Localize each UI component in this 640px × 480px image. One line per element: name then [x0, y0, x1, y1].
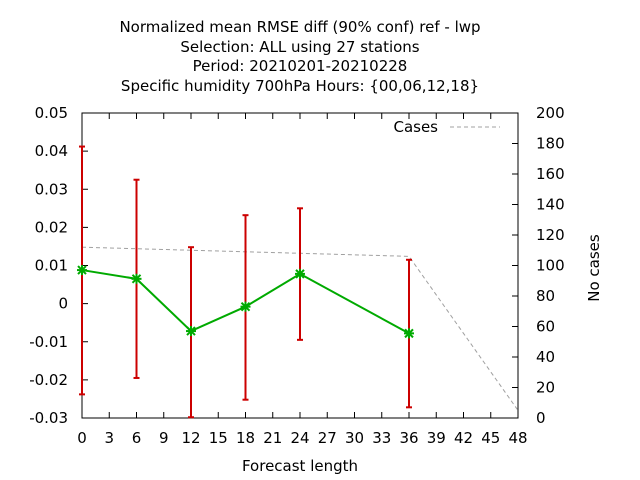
data-point-marker: [404, 328, 414, 339]
legend: Cases: [393, 118, 500, 136]
x-tick-label: 30: [345, 429, 364, 447]
y-tick-label: -0.01: [29, 333, 68, 351]
y-tick-label: -0.02: [29, 371, 68, 389]
y-axis: -0.03 -0.02 -0.01 0 0.01 0.02 0.03 0.04 0.05: [29, 104, 88, 427]
y2-tick-label: 180: [536, 135, 565, 153]
title-line-4: Specific humidity 700hPa Hours: {00,06,1…: [121, 77, 479, 95]
y2-tick-label: 60: [536, 318, 555, 336]
y2-tick-label: 200: [536, 104, 565, 122]
x-tick-label: 36: [399, 429, 418, 447]
x-axis: 0 3 6 9 12 15 18 21 24 27 30 33 36 39 42 45 48: [77, 113, 528, 447]
y2-tick-label: 0: [536, 409, 546, 427]
cases-line: [81, 246, 519, 411]
title-line-2: Selection: ALL using 27 stations: [180, 38, 419, 56]
data-point-marker: [295, 268, 305, 279]
rmse-diff-line: [81, 269, 410, 335]
x-tick-label: 42: [454, 429, 473, 447]
chart-title: Normalized mean RMSE diff (90% conf) ref…: [119, 18, 480, 95]
y2-tick-label: 80: [536, 287, 555, 305]
x-tick-label: 21: [263, 429, 282, 447]
series-layer: [77, 145, 519, 419]
data-point-marker: [240, 301, 251, 312]
y-tick-label: 0.04: [35, 142, 68, 160]
x-tick-label: 33: [372, 429, 391, 447]
x-tick-label: 24: [290, 429, 309, 447]
x-tick-label: 6: [132, 429, 142, 447]
y-tick-label: -0.03: [29, 409, 68, 427]
y2-axis-label: No cases: [585, 234, 603, 302]
y-tick-label: 0.05: [35, 104, 68, 122]
y2-tick-label: 20: [536, 379, 555, 397]
data-point-marker: [186, 326, 196, 337]
y2-tick-label: 160: [536, 165, 565, 183]
y-tick-label: 0: [58, 295, 68, 313]
x-tick-label: 0: [77, 429, 87, 447]
y2-tick-label: 140: [536, 196, 565, 214]
title-line-1: Normalized mean RMSE diff (90% conf) ref…: [119, 18, 480, 36]
x-tick-label: 15: [209, 429, 228, 447]
data-point-marker: [131, 273, 142, 284]
title-line-3: Period: 20210201-20210228: [193, 57, 408, 75]
x-tick-label: 9: [159, 429, 169, 447]
x-tick-label: 18: [236, 429, 255, 447]
y2-tick-label: 120: [536, 226, 565, 244]
y-tick-label: 0.02: [35, 218, 68, 236]
x-tick-label: 48: [508, 429, 527, 447]
y2-axis: 0 20 40 60 80 100 120 140 160 180 200: [512, 104, 565, 427]
y2-tick-label: 40: [536, 348, 555, 366]
x-tick-label: 45: [481, 429, 500, 447]
x-tick-label: 27: [318, 429, 337, 447]
x-tick-label: 3: [104, 429, 114, 447]
x-tick-label: 39: [427, 429, 446, 447]
x-axis-label: Forecast length: [242, 457, 358, 475]
y-tick-label: 0.03: [35, 180, 68, 198]
x-tick-label: 12: [181, 429, 200, 447]
legend-label-cases: Cases: [393, 118, 438, 136]
y-tick-label: 0.01: [35, 257, 68, 275]
y2-tick-label: 100: [536, 257, 565, 275]
data-point-marker: [77, 265, 87, 276]
